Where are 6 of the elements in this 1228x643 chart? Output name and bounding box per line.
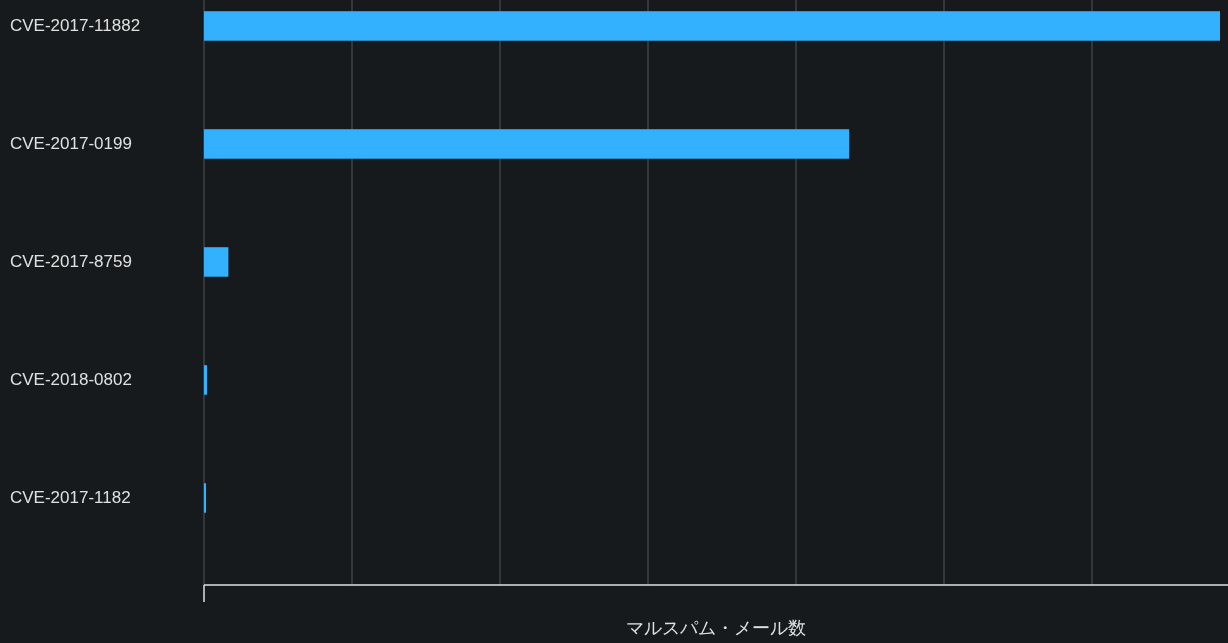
y-tick-label: CVE-2017-11882 — [10, 16, 141, 36]
y-tick-label: CVE-2017-1182 — [10, 488, 131, 508]
y-tick-label: CVE-2018-0802 — [10, 370, 132, 390]
x-axis-title: マルスパム・メール数 — [626, 617, 806, 638]
y-tick-label: CVE-2017-0199 — [10, 134, 132, 154]
y-tick-label: CVE-2017-8759 — [10, 252, 132, 272]
